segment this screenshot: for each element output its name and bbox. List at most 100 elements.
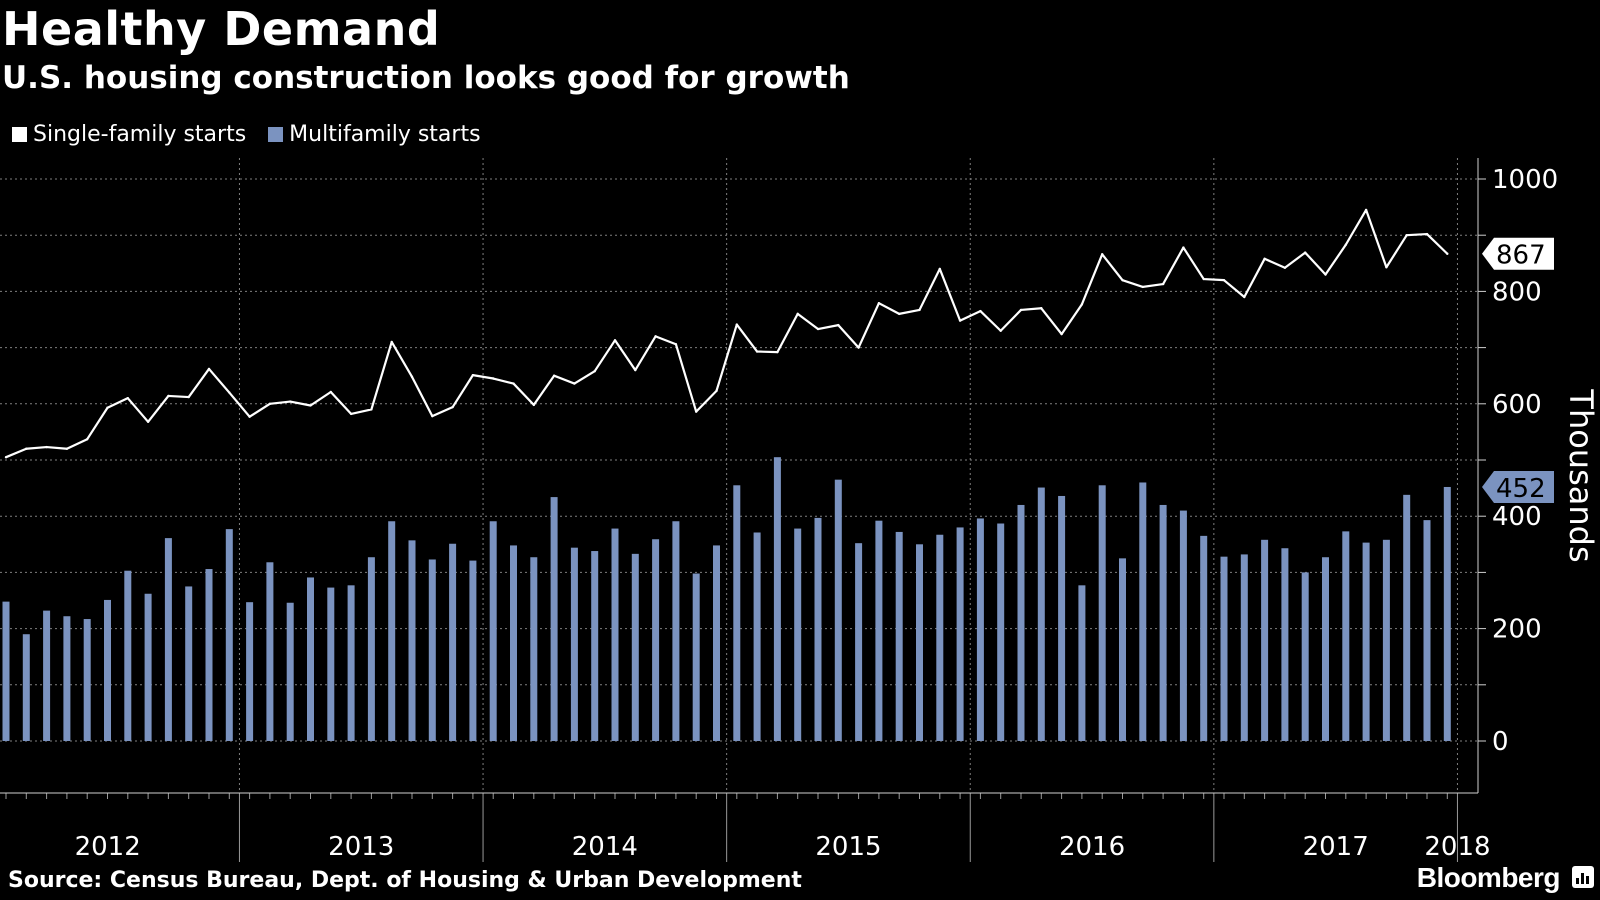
bar-multifamily — [185, 586, 193, 741]
point-single-family — [573, 382, 576, 385]
point-single-family — [654, 335, 657, 338]
point-single-family — [86, 438, 89, 441]
brand-logo: Bloomberg — [1416, 862, 1561, 893]
point-single-family — [65, 447, 69, 450]
bar-multifamily — [875, 520, 883, 741]
bar-multifamily — [834, 479, 842, 741]
point-single-family — [1385, 266, 1388, 269]
point-single-family — [228, 391, 231, 394]
bar-multifamily — [225, 529, 233, 741]
point-single-family — [695, 410, 698, 413]
point-single-family — [837, 323, 840, 327]
bar-multifamily — [976, 518, 984, 741]
bar-multifamily — [428, 559, 436, 741]
point-single-family — [816, 327, 820, 331]
point-single-family — [755, 350, 759, 353]
bar-multifamily — [347, 585, 355, 741]
point-single-family — [1405, 234, 1408, 237]
point-single-family — [289, 400, 292, 403]
bar-multifamily — [1240, 554, 1248, 741]
bar-multifamily — [449, 543, 457, 741]
point-single-family — [613, 339, 617, 342]
point-single-family — [146, 420, 150, 423]
bar-multifamily — [631, 553, 639, 741]
bar-multifamily — [1098, 485, 1106, 741]
grid-layer — [0, 158, 1478, 793]
x-tick-label: 2014 — [572, 832, 638, 862]
bar-multifamily — [530, 557, 538, 741]
bar-multifamily — [1362, 542, 1370, 741]
point-single-family — [431, 414, 434, 418]
legend-item-multifamily: Multifamily starts — [268, 122, 481, 147]
bar-multifamily — [956, 527, 964, 741]
bar-multifamily — [1220, 556, 1228, 741]
bar-multifamily — [936, 534, 944, 741]
y-tick-label: 800 — [1492, 277, 1542, 307]
point-single-family — [1060, 332, 1063, 336]
y-tick-label: 0 — [1492, 727, 1509, 757]
bar-multifamily — [2, 601, 10, 741]
point-single-family — [471, 373, 475, 377]
point-single-family — [1324, 273, 1327, 276]
bar-multifamily — [510, 545, 517, 741]
bar-multifamily — [327, 587, 335, 741]
bar-multifamily — [672, 521, 680, 741]
bar-multifamily — [814, 517, 822, 741]
bar-multifamily — [489, 521, 497, 741]
bar-multifamily — [164, 538, 172, 741]
bar-multifamily — [1322, 557, 1329, 741]
y-tick-label: 600 — [1492, 390, 1542, 420]
bar-multifamily — [916, 544, 923, 741]
x-tick-label: 2017 — [1303, 832, 1369, 862]
bar-multifamily — [733, 485, 741, 741]
point-single-family — [532, 403, 535, 407]
bar-multifamily — [570, 547, 578, 741]
bar-multifamily — [144, 593, 152, 741]
x-tick-label: 2013 — [328, 832, 394, 862]
point-single-family — [796, 312, 799, 316]
bar-multifamily — [1423, 520, 1431, 741]
bar-multifamily — [611, 528, 619, 741]
bloomberg-terminal-icon — [1572, 866, 1594, 888]
point-single-family — [207, 367, 211, 371]
x-tick-label: 2015 — [815, 832, 881, 862]
point-single-family — [390, 340, 393, 344]
bar-multifamily — [43, 610, 51, 741]
bar-multifamily — [773, 457, 781, 741]
bar-multifamily — [307, 577, 314, 741]
point-single-family — [512, 382, 515, 385]
bar-multifamily — [408, 540, 416, 741]
bar-multifamily — [855, 543, 863, 741]
point-single-family — [1101, 253, 1104, 256]
point-single-family — [918, 308, 921, 312]
bar-multifamily — [1200, 535, 1208, 741]
point-single-family — [268, 402, 272, 405]
point-single-family — [370, 408, 373, 411]
point-single-family — [552, 374, 556, 377]
point-single-family — [634, 368, 637, 372]
point-single-family — [979, 309, 982, 313]
point-single-family — [877, 302, 881, 305]
legend-label-single-family: Single-family starts — [33, 122, 247, 147]
chart-subtitle: U.S. housing construction looks good for… — [2, 60, 850, 96]
y-tick-label: 400 — [1492, 502, 1542, 532]
point-single-family — [1019, 308, 1023, 312]
bar-multifamily — [1403, 494, 1411, 741]
point-single-family — [126, 396, 129, 400]
x-tick-label: 2016 — [1059, 832, 1125, 862]
y-tick-label: 1000 — [1492, 165, 1558, 195]
point-single-family — [1446, 252, 1449, 255]
bar-multifamily — [1382, 539, 1390, 741]
bar-multifamily — [388, 521, 396, 741]
bar-layer — [2, 457, 1451, 741]
point-single-family — [1344, 243, 1348, 246]
last-value-badge-multifamily — [1482, 470, 1554, 503]
point-single-family — [25, 447, 28, 450]
point-single-family — [4, 455, 8, 459]
point-single-family — [735, 323, 738, 326]
point-single-family — [715, 389, 718, 393]
point-single-family — [999, 329, 1002, 332]
bar-multifamily — [895, 531, 903, 741]
bar-multifamily — [753, 532, 761, 741]
